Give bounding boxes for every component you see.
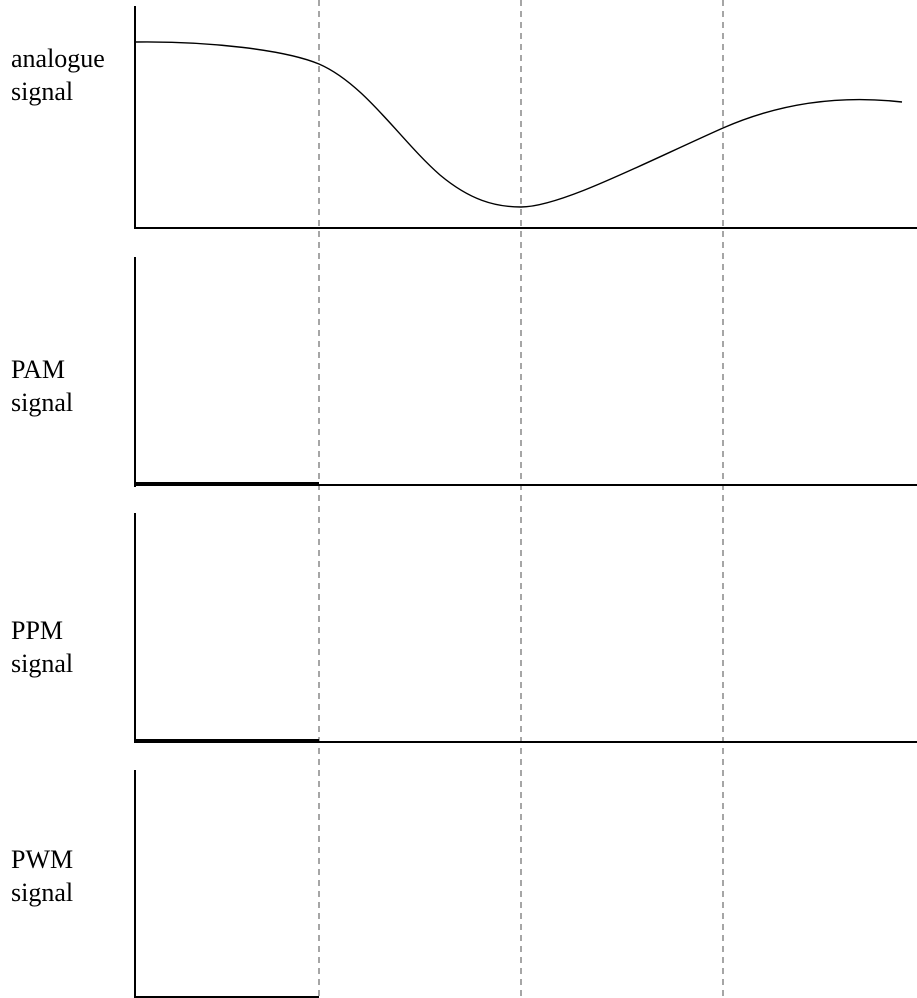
analogue-signal-label: analogue signal [11, 42, 105, 108]
analogue-label-line2: signal [11, 77, 74, 106]
pam-panel [134, 257, 917, 487]
pam-label-line1: PAM [11, 355, 65, 384]
pwm-label-line1: PWM [11, 845, 74, 874]
analogue-panel [134, 6, 917, 229]
pwm-panel [134, 770, 319, 998]
ppm-signal-label: PPM signal [11, 614, 73, 680]
ppm-label-line2: signal [11, 649, 74, 678]
ppm-label-line1: PPM [11, 616, 64, 645]
ppm-panel [134, 513, 917, 743]
pam-label-line2: signal [11, 388, 74, 417]
pwm-signal-label: PWM signal [11, 843, 73, 909]
pwm-label-line2: signal [11, 878, 74, 907]
sample-guides [318, 0, 724, 998]
analogue-waveform [134, 41, 903, 208]
analogue-label-line1: analogue [11, 44, 105, 73]
pam-signal-label: PAM signal [11, 353, 73, 419]
